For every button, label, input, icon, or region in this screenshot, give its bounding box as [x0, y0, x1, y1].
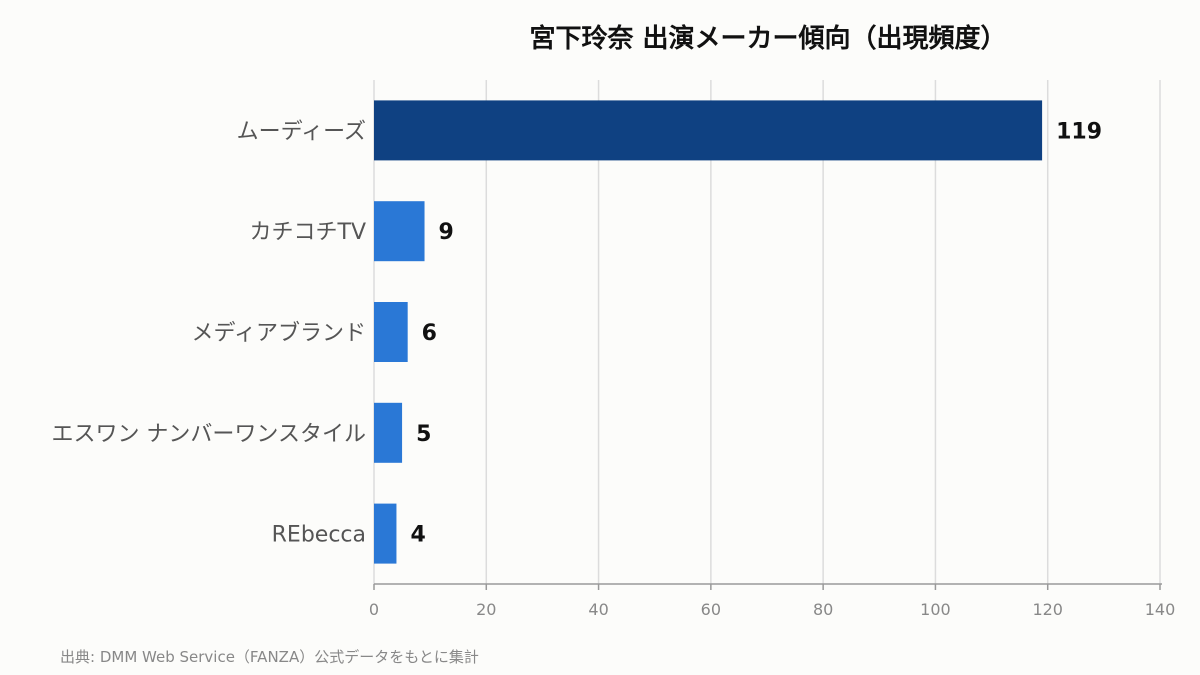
- source-note: 出典: DMM Web Service（FANZA）公式データをもとに集計: [60, 648, 479, 666]
- chart-title: 宮下玲奈 出演メーカー傾向（出現頻度）: [529, 24, 1007, 54]
- category-label: メディアブランド: [192, 321, 366, 346]
- x-tick-label: 0: [369, 600, 379, 619]
- value-label: 5: [416, 422, 431, 447]
- value-label: 6: [422, 321, 437, 346]
- value-label: 119: [1056, 119, 1102, 144]
- bar: [374, 402, 403, 463]
- bars: [374, 100, 1043, 564]
- labels: ムーディーズ 119 カチコチTV 9 メディアブランド 6 エスワン ナンバーワンスタイル…: [51, 119, 1102, 547]
- grid-lines: [373, 80, 1161, 584]
- bar: [374, 302, 408, 362]
- bar: [374, 201, 425, 262]
- category-label: REbecca: [272, 523, 366, 548]
- category-label: エスワン ナンバーワンスタイル: [51, 422, 366, 447]
- bar: [374, 503, 397, 564]
- x-tick-label: 80: [813, 600, 833, 619]
- x-tick-label: 40: [588, 600, 608, 619]
- category-label: カチコチTV: [250, 220, 367, 245]
- x-tick-label: 20: [476, 600, 496, 619]
- bar: [374, 100, 1043, 161]
- value-label: 4: [410, 523, 425, 548]
- x-tick-label: 100: [920, 600, 951, 619]
- category-label: ムーディーズ: [237, 119, 366, 144]
- value-label: 9: [439, 220, 454, 245]
- x-axis: 0 20 40 60 80 100 120 140: [369, 583, 1176, 619]
- x-tick-label: 140: [1145, 600, 1176, 619]
- bar-chart: ムーディーズ 119 カチコチTV 9 メディアブランド 6 エスワン ナンバーワンスタイル…: [51, 80, 1176, 619]
- x-tick-label: 120: [1032, 600, 1063, 619]
- x-tick-label: 60: [701, 600, 721, 619]
